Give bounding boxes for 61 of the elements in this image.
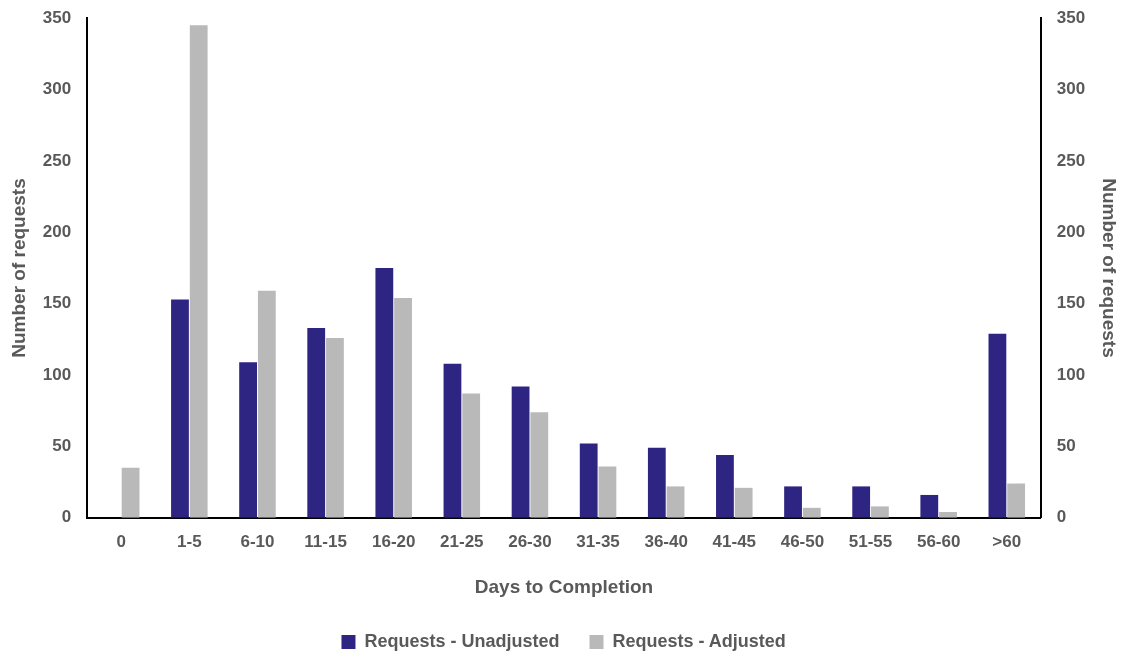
y2-tick-label: 250 bbox=[1056, 150, 1086, 170]
x-tick-label: 6-10 bbox=[240, 531, 275, 551]
x-tick-label: 31-35 bbox=[576, 531, 620, 551]
y-tick-label: 300 bbox=[42, 79, 72, 99]
y2-tick-label: 100 bbox=[1056, 364, 1086, 384]
y-tick-label: 150 bbox=[42, 293, 72, 313]
x-axis-title: Days to Completion bbox=[474, 575, 654, 597]
x-tick-label: 46-50 bbox=[780, 531, 825, 551]
bar bbox=[443, 363, 462, 518]
legend-label: Requests - Adjusted bbox=[612, 630, 786, 651]
bar bbox=[326, 337, 344, 518]
y2-tick-label: 200 bbox=[1056, 222, 1086, 241]
bar bbox=[530, 412, 549, 518]
y-tick-label: 250 bbox=[42, 150, 72, 170]
y2-tick-label: 0 bbox=[1056, 507, 1067, 527]
bar bbox=[598, 466, 617, 518]
bar bbox=[257, 290, 276, 518]
bar bbox=[988, 333, 1007, 518]
bar bbox=[920, 494, 939, 518]
x-tick-label: 11-15 bbox=[304, 531, 347, 551]
y2-tick-label: 50 bbox=[1056, 436, 1076, 456]
y-tick-label: 200 bbox=[42, 222, 72, 241]
bar bbox=[579, 443, 598, 518]
bar bbox=[784, 486, 802, 518]
bar bbox=[394, 297, 412, 518]
x-tick-label: 41-45 bbox=[712, 531, 757, 551]
bar bbox=[852, 486, 871, 518]
bar bbox=[666, 486, 685, 518]
x-tick-label: 51-55 bbox=[848, 531, 893, 551]
bar bbox=[647, 447, 666, 518]
y-tick-label: 50 bbox=[52, 436, 72, 456]
x-tick-label: 56-60 bbox=[916, 531, 961, 551]
bar bbox=[511, 386, 530, 518]
bar bbox=[802, 507, 821, 518]
bar bbox=[307, 327, 326, 518]
bar bbox=[375, 268, 394, 518]
x-tick-label: 36-40 bbox=[644, 531, 688, 551]
bar bbox=[1007, 483, 1026, 518]
x-tick-label: 16-20 bbox=[371, 531, 416, 551]
bar bbox=[871, 506, 889, 518]
bar bbox=[121, 467, 140, 518]
y-axis-title: Number of requests bbox=[7, 178, 29, 358]
bar bbox=[716, 454, 734, 518]
bar bbox=[462, 393, 481, 518]
y2-tick-label: 350 bbox=[1056, 7, 1086, 27]
bar bbox=[734, 487, 753, 518]
x-tick-label: 1-5 bbox=[177, 531, 202, 551]
y2-tick-label: 300 bbox=[1056, 79, 1086, 99]
bar bbox=[171, 299, 189, 518]
x-tick-label: >60 bbox=[992, 531, 1022, 551]
bar bbox=[239, 362, 257, 518]
legend-label: Requests - Unadjusted bbox=[364, 630, 560, 651]
y-tick-label: 350 bbox=[42, 7, 72, 27]
bar bbox=[189, 25, 208, 518]
y2-tick-label: 150 bbox=[1056, 293, 1086, 313]
y-tick-label: 0 bbox=[61, 507, 72, 527]
x-tick-label: 0 bbox=[116, 531, 126, 551]
x-tick-label: 26-30 bbox=[508, 531, 552, 551]
x-tick-label: 21-25 bbox=[440, 531, 484, 551]
y2-axis-title: Number of requests bbox=[1099, 178, 1121, 358]
y-tick-label: 100 bbox=[42, 364, 72, 384]
